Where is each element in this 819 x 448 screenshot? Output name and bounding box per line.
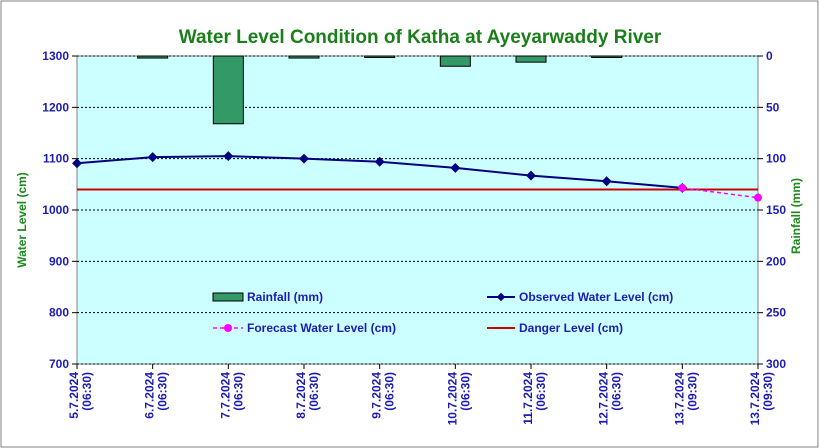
y-right-tick-label: 200 [766,254,786,268]
observed-point [601,176,612,187]
legend-forecast-marker [224,324,232,332]
chart-title: Water Level Condition of Katha at Ayeyar… [179,27,662,48]
legend-rainfall-label: Rainfall (mm) [247,290,323,304]
y-left-tick-label: 800 [49,306,69,320]
rainfall-bar [288,55,320,59]
x-tick-label: 5.7.2024(06:30) [67,372,94,419]
forecast-point [678,183,687,192]
x-tick-label: 13.7.2024(09:30) [748,372,775,426]
y-left-tick-label: 1100 [43,152,69,166]
y-right-tick-label: 150 [766,203,786,217]
x-tick-label: 11.7.2024(06:30) [521,372,548,425]
y-left-tick-label: 1000 [42,203,69,217]
y-left-axis-title: Water Level (cm) [15,172,29,268]
x-tick-label: 12.7.2024(06:30) [597,372,624,426]
rainfall-bar [364,55,396,58]
legend-rainfall-swatch [212,292,244,302]
rainfall-bar [212,55,244,125]
observed-point [450,162,461,173]
y-right-axis-title: Rainfall (mm) [789,178,803,254]
observed-point [147,152,158,163]
observed-point [299,153,309,164]
rainfall-bar [591,55,623,58]
y-right-tick-label: 100 [766,152,786,166]
y-left-tick-label: 900 [49,254,69,268]
rainfall-bar [515,55,547,63]
legend-observed-marker [496,292,506,302]
legend-observed-label: Observed Water Level (cm) [519,290,673,304]
observed-point [72,158,82,169]
observed-point [374,156,385,167]
x-tick-label: 10.7.2024(06:30) [445,372,472,426]
legend-danger-label: Danger Level (cm) [519,321,623,335]
rainfall-bar [439,55,471,67]
x-tick-label: 13.7.2024(09:30) [672,372,699,426]
observed-point [223,151,234,162]
y-right-tick-label: 50 [766,100,780,114]
rainfall-bar [137,55,169,59]
x-tick-label: 8.7.2024(06:30) [294,372,321,419]
y-right-tick-label: 0 [766,49,773,63]
observed-point [526,170,536,181]
legend-forecast-label: Forecast Water Level (cm) [247,321,396,335]
y-left-tick-label: 1200 [42,100,69,114]
forecast-water-level-line [682,187,759,199]
y-right-tick-label: 250 [766,306,786,320]
forecast-point [754,193,762,202]
x-tick-label: 6.7.2024(06:30) [143,372,170,419]
x-tick-label: 9.7.2024(06:30) [370,372,397,419]
y-left-tick-label: 700 [49,357,69,371]
y-right-tick-label: 300 [766,357,786,371]
y-left-tick-label: 1300 [42,49,69,63]
x-tick-label: 7.7.2024(06:30) [218,372,245,419]
